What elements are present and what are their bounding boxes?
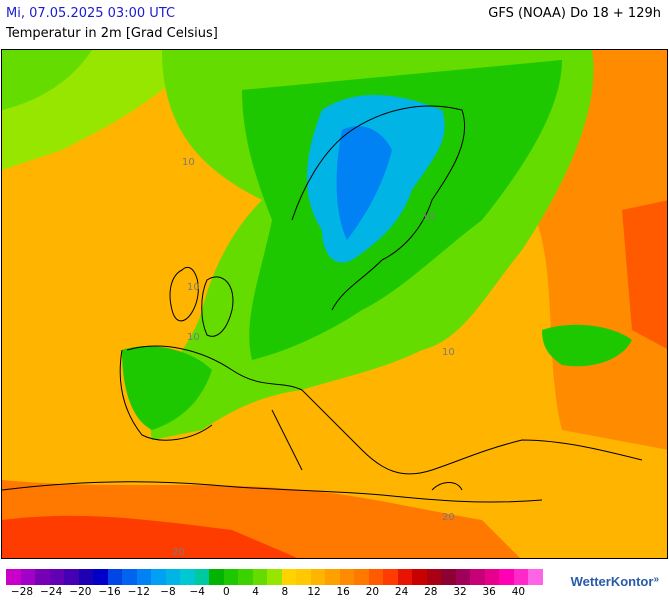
legend-swatch — [499, 569, 514, 585]
legend-tick-label: 16 — [336, 586, 350, 598]
legend-tick-label: 28 — [424, 586, 438, 598]
legend-swatch — [136, 569, 151, 585]
contour-label: 10 — [187, 282, 200, 293]
legend-swatch — [412, 569, 427, 585]
legend-swatch — [441, 569, 456, 585]
forecast-datetime: Mi, 07.05.2025 03:00 UTC — [6, 6, 176, 21]
legend-swatch — [455, 569, 470, 585]
legend-swatch — [20, 569, 35, 585]
legend-swatch — [397, 569, 412, 585]
legend-tick-labels: −28 −24 −20 −16 −12 −8 −4 0 4 8 12 16 20 24 28 32 36 40 — [0, 586, 669, 600]
legend-swatch — [64, 569, 79, 585]
legend-swatch — [107, 569, 122, 585]
contour-label: 20 — [442, 512, 455, 523]
legend-swatch — [180, 569, 195, 585]
contour-label: 10 — [182, 157, 195, 168]
legend-tick-label: −16 — [98, 586, 121, 598]
legend-tick-label: −12 — [127, 586, 150, 598]
legend-tick-label: 36 — [482, 586, 496, 598]
legend-swatch — [238, 569, 253, 585]
contour-label: 10 — [442, 347, 455, 358]
legend-swatch — [368, 569, 383, 585]
legend-swatch — [93, 569, 108, 585]
legend-tick-label: −4 — [189, 586, 205, 598]
legend-tick-label: −20 — [69, 586, 92, 598]
legend-tick-label: −24 — [40, 586, 63, 598]
legend-swatch — [223, 569, 238, 585]
legend-swatch — [426, 569, 441, 585]
legend-swatch — [310, 569, 325, 585]
legend-swatch — [281, 569, 296, 585]
legend-swatch — [383, 569, 398, 585]
legend-swatch — [78, 569, 93, 585]
legend-swatch — [528, 569, 543, 585]
legend-tick-label: −8 — [160, 586, 176, 598]
contour-label: 20 — [172, 547, 185, 558]
legend-swatch — [513, 569, 528, 585]
legend-tick-label: 20 — [365, 586, 380, 598]
legend-swatch — [6, 569, 21, 585]
legend-tick-label: 0 — [223, 586, 230, 598]
color-scale-legend — [6, 569, 543, 585]
legend-swatch — [49, 569, 64, 585]
contour-label: 10 — [187, 332, 200, 343]
legend-tick-label: 24 — [394, 586, 409, 598]
temperature-map: 10 10 10 10 10 20 20 — [1, 49, 668, 559]
model-run-label: GFS (NOAA) Do 18 + 129h — [488, 6, 661, 21]
legend-swatch — [470, 569, 485, 585]
legend-swatch — [165, 569, 180, 585]
legend-swatch — [267, 569, 282, 585]
legend-swatch — [354, 569, 369, 585]
legend-swatch — [252, 569, 267, 585]
contour-label: 10 — [422, 212, 435, 223]
legend-swatch — [339, 569, 354, 585]
map-subtitle: Temperatur in 2m [Grad Celsius] — [6, 26, 218, 41]
wetterkontor-logo: WetterKontor» — [570, 574, 659, 589]
legend-swatch — [209, 569, 224, 585]
legend-tick-label: 4 — [252, 586, 259, 598]
legend-swatch — [122, 569, 137, 585]
legend-tick-label: −28 — [10, 586, 34, 598]
legend-tick-label: 12 — [307, 586, 321, 598]
legend-swatch — [484, 569, 499, 585]
legend-swatch — [151, 569, 166, 585]
legend-swatch — [325, 569, 340, 585]
legend-swatch — [35, 569, 50, 585]
legend-swatch — [194, 569, 209, 585]
legend-tick-label: 32 — [453, 586, 467, 598]
legend-swatch — [296, 569, 311, 585]
legend-tick-label: 40 — [511, 586, 526, 598]
legend-tick-label: 8 — [281, 586, 289, 598]
map-canvas: 10 10 10 10 10 20 20 — [2, 50, 667, 558]
